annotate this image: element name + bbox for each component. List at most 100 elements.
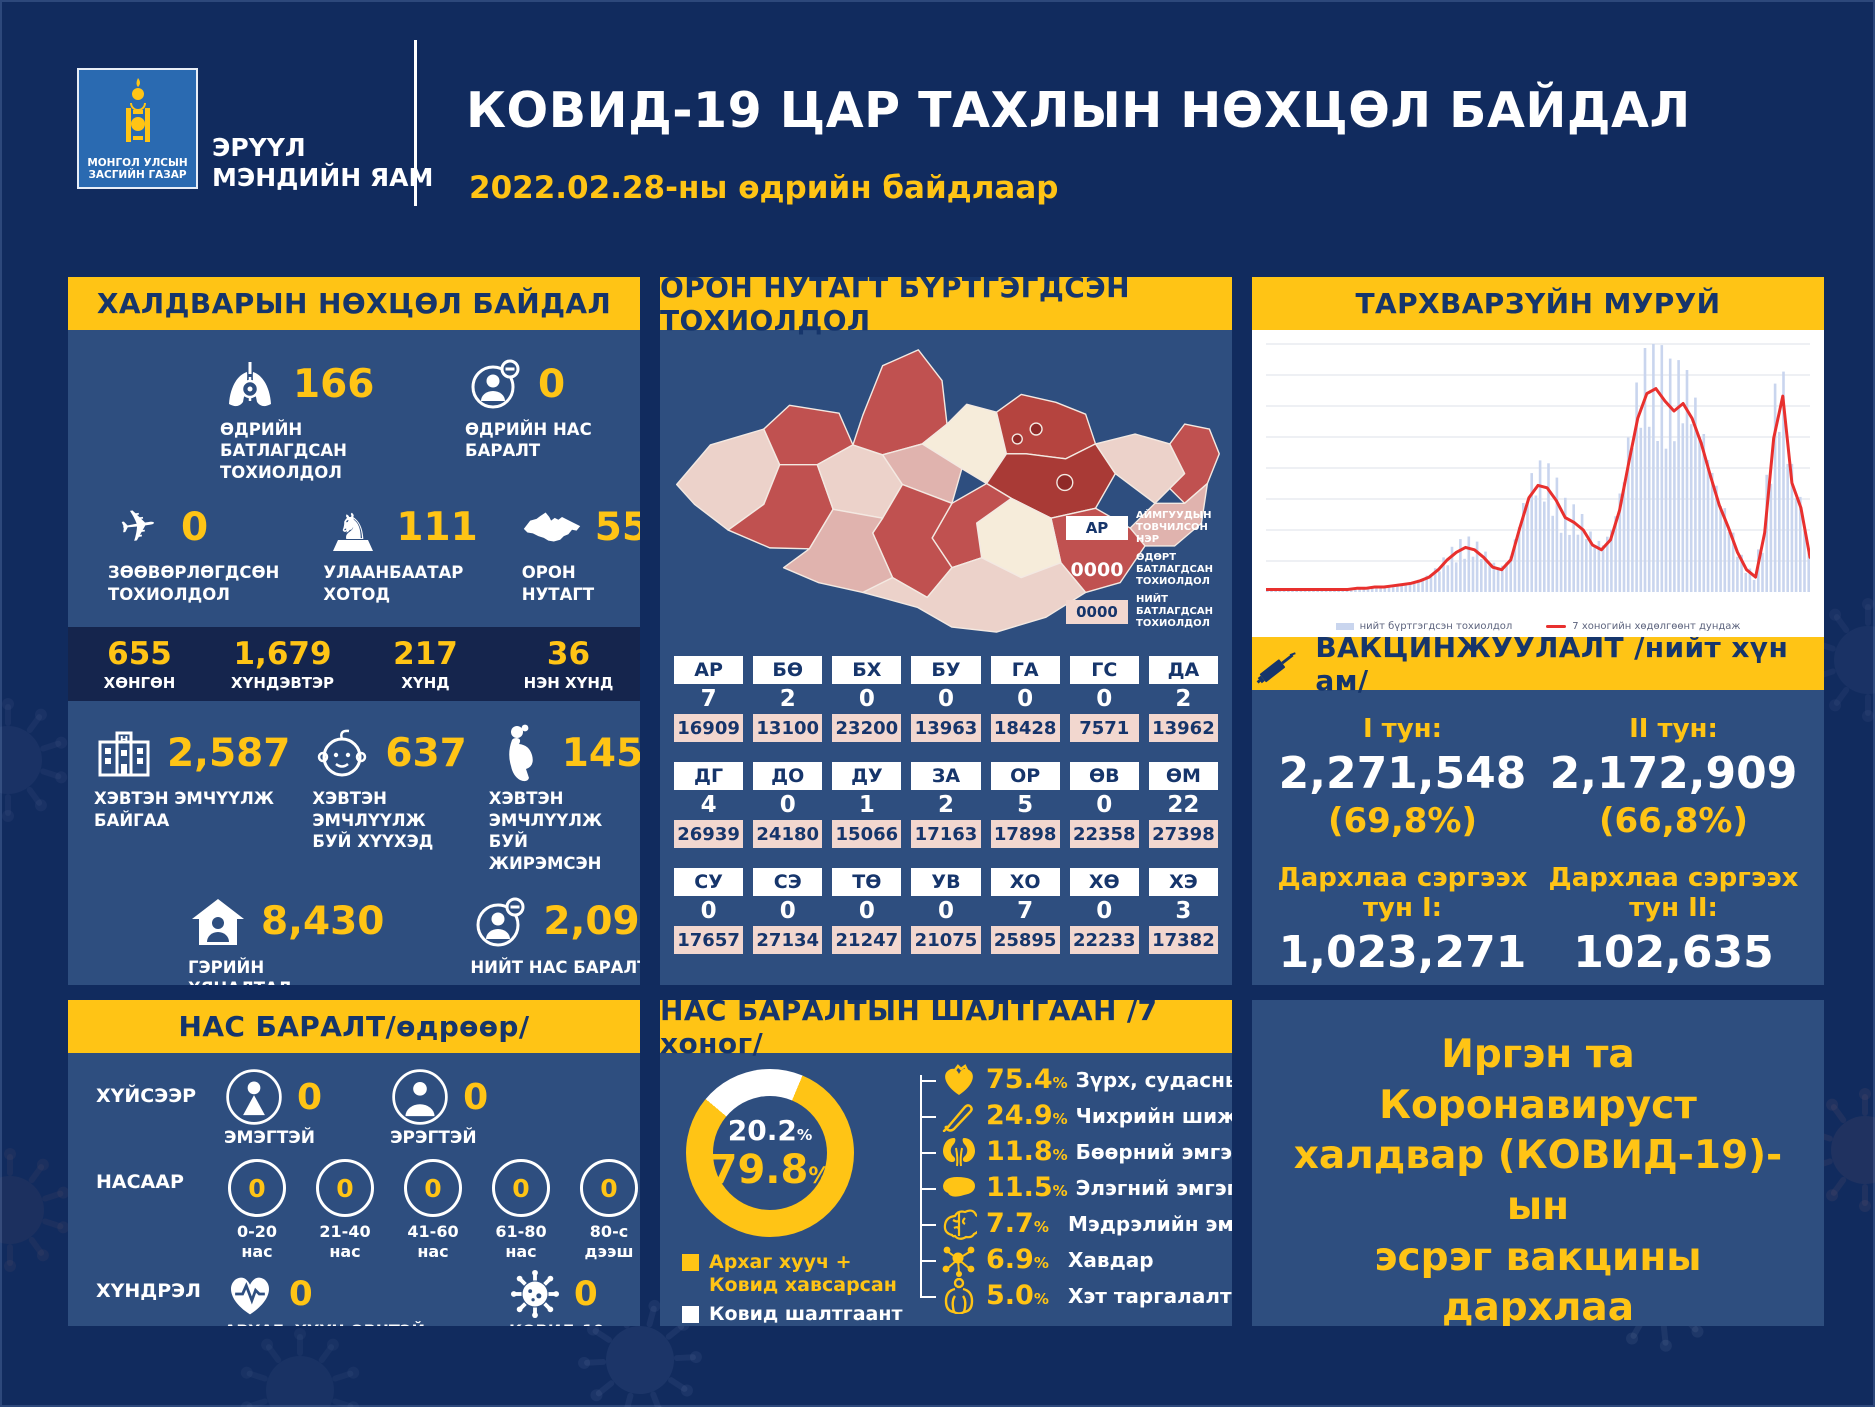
- region-daily-count: 0: [937, 686, 954, 712]
- region-cell: ТӨ 0 21247: [832, 868, 902, 954]
- stat-label: ӨДРИЙН НАС БАРАЛТ: [465, 420, 592, 461]
- map-legend-row: 0000 НИЙТ БАТЛАГДСАН ТОХИОЛДОЛ: [1066, 594, 1224, 630]
- age-label: 21-40 нас: [319, 1222, 371, 1262]
- regions-panel: ОРОН НУТАГТ БҮРТГЭГДСЭН ТОХИОЛДОЛ: [660, 277, 1232, 985]
- severity-item: 1,679 ХҮНДЭВТЭР: [211, 636, 354, 692]
- complication-stat: 0 КОВИД-19: [509, 1270, 604, 1326]
- region-table-row-2: ДГ 4 26939 ДО 0 24180 ДУ 1 15066 ЗА: [660, 762, 1232, 848]
- region-cell: ДО 0 24180: [753, 762, 823, 848]
- dose-label: Дархлаа сэргээх тун II:: [1548, 863, 1799, 923]
- donut-legend: Архаг хууч + Ковид хавсарсан Ковид шалтг…: [682, 1245, 907, 1325]
- region-total-count: 23200: [832, 714, 902, 742]
- region-abbr: ОР: [990, 762, 1060, 790]
- syringe-icon: [1256, 651, 1296, 684]
- logo-caption: МОНГОЛ УЛСЫН ЗАСГИЙН ГАЗАР: [87, 156, 188, 182]
- dose-stat: I тун: 2,271,548 (69,8%): [1272, 714, 1533, 841]
- stat-value: 0: [289, 1274, 313, 1315]
- dose-count: 2,172,909: [1549, 748, 1798, 799]
- cause-row: 7.7% Мэдрэлийн эмгэг: [920, 1206, 1232, 1241]
- legend-total-sample: 0000: [1066, 600, 1128, 624]
- soyombo-emblem-icon: [125, 78, 150, 142]
- stat-item: ♞ 111 УЛААНБААТАР ХОТОД: [323, 499, 477, 605]
- region-total-count: 13963: [911, 714, 981, 742]
- age-value-circle: 0: [316, 1159, 374, 1218]
- region-daily-count: 0: [858, 686, 875, 712]
- region-abbr: ДГ: [674, 762, 744, 790]
- region-total-count: 27134: [753, 926, 823, 954]
- severity-label: НЭН ХҮНД: [523, 674, 614, 693]
- severity-value: 1,679: [233, 636, 332, 673]
- map-legend-row: АР АЙМГУУДЫН ТОВЧИЛСОН НЭР: [1066, 510, 1224, 546]
- severity-label: ХҮНДЭВТЭР: [230, 674, 334, 693]
- infection-row-3: Н 2,587 ХЭВТЭН ЭМЧҮҮЛЖ БАЙГАА 637 ХЭВТЭН…: [94, 724, 640, 874]
- stat-value: 2,587: [167, 730, 291, 776]
- region-cell: ДА 2 13962: [1148, 656, 1218, 742]
- header-divider: [414, 40, 417, 206]
- stat-label: КОВИД-19: [509, 1321, 604, 1326]
- male-icon: [390, 1069, 450, 1125]
- stat-value: 8,430: [261, 899, 385, 945]
- region-daily-count: 0: [1096, 898, 1113, 924]
- brain-icon: [938, 1207, 980, 1241]
- cause-percent: 5.0%: [986, 1280, 1049, 1311]
- region-cell: ЗА 2 17163: [911, 762, 981, 848]
- page-title: КОВИД-19 ЦАР ТАХЛЫН НӨХЦӨЛ БАЙДАЛ: [466, 82, 1691, 139]
- stat-label: ХЭВТЭН ЭМЧЛҮҮЛЖ БУЙ ЖИРЭМСЭН: [488, 789, 603, 873]
- dose-stat: Дархлаа сэргээх тун I: 1,023,271 (31,5%): [1272, 863, 1533, 985]
- region-cell: ОР 5 17898: [990, 762, 1060, 848]
- region-abbr: ГС: [1069, 656, 1139, 684]
- region-abbr: ГА: [990, 656, 1060, 684]
- public-message-panel: Иргэн та Коронавируст халдвар (КОВИД-19)…: [1252, 1000, 1824, 1326]
- region-total-count: 16909: [674, 714, 744, 742]
- cause-percent: 11.8%: [986, 1136, 1068, 1167]
- cause-label: Элэгний эмгэг: [1075, 1175, 1232, 1200]
- region-total-count: 17657: [674, 926, 744, 954]
- map-legend: АР АЙМГУУДЫН ТОВЧИЛСОН НЭР 0000 ӨДӨРТ БА…: [1066, 504, 1224, 630]
- panel-title: ОРОН НУТАГТ БҮРТГЭГДСЭН ТОХИОЛДОЛ: [660, 277, 1232, 337]
- dose-count: 2,271,548: [1278, 748, 1527, 799]
- mongolia-choropleth-map: [675, 349, 1220, 633]
- panel-title: ВАКЦИНЖУУЛАЛТ /нийт хүн ам/: [1315, 637, 1789, 697]
- region-abbr: ӨВ: [1069, 762, 1139, 790]
- region-cell: ХЭ 3 17382: [1148, 868, 1218, 954]
- cause-row: 24.9% Чихрийн шижин: [920, 1098, 1232, 1133]
- region-cell: БХ 0 23200: [832, 656, 902, 742]
- stat-item: 8,430 ГЭРИЙН ХЯНАЛТАД БАЙГАА: [188, 894, 384, 985]
- curve-legend: нийт бүртгэгдсэн тохиолдол 7 хоногийн хө…: [1252, 621, 1824, 632]
- cause-row: 11.8% Бөөрний эмгэг: [920, 1134, 1232, 1169]
- cause-percent: 11.5%: [986, 1172, 1068, 1203]
- region-abbr: БӨ: [753, 656, 823, 684]
- cause-label: Зүрх, судасны өвчин: [1075, 1067, 1232, 1092]
- region-total-count: 22233: [1069, 926, 1139, 954]
- region-total-count: 26939: [674, 820, 744, 848]
- region-abbr: УВ: [911, 868, 981, 896]
- cause-percent: 6.9%: [986, 1244, 1049, 1275]
- covid-share-value: 20.2%: [727, 1113, 813, 1147]
- region-abbr: ЗА: [911, 762, 981, 790]
- row-label: ХҮНДРЭЛ: [96, 1280, 201, 1303]
- statue-icon: ♞: [323, 499, 383, 555]
- deaths-by-complication-row: ХҮНДРЭЛ 0 АРХАГ, ХУУЧ ӨВЧТЭЙ + КОВИД ХАВ…: [68, 1270, 640, 1326]
- severity-item: 36 НЭН ХҮНД: [497, 636, 640, 692]
- person-death-icon: [470, 894, 530, 950]
- age-label: 41-60 нас: [407, 1222, 459, 1262]
- mongolia-map-icon: [522, 499, 582, 555]
- severity-value: 36: [546, 636, 591, 673]
- legend-item: Архаг хууч + Ковид хавсарсан: [682, 1251, 907, 1297]
- complication-stat: 0 АРХАГ, ХУУЧ ӨВЧТЭЙ + КОВИД ХАВСАРСАН: [224, 1270, 439, 1326]
- legend-abbr-sample: АР: [1066, 516, 1128, 540]
- heart-pulse-icon: [224, 1270, 276, 1318]
- region-total-count: 18428: [990, 714, 1060, 742]
- dose-label: I тун:: [1362, 714, 1443, 744]
- stat-label: ЭРЭГТЭЙ: [390, 1128, 477, 1148]
- dose-label: Дархлаа сэргээх тун I:: [1277, 863, 1528, 923]
- obesity-icon: [938, 1277, 980, 1314]
- kidney-icon: [938, 1135, 980, 1169]
- stat-value: 0: [463, 1076, 489, 1118]
- region-daily-count: 3: [1175, 898, 1192, 924]
- vaccination-grid: I тун: 2,271,548 (69,8%) II тун: 2,172,9…: [1252, 690, 1824, 985]
- region-daily-count: 22: [1167, 792, 1200, 818]
- age-group: 0 0-20 нас: [224, 1159, 290, 1262]
- severity-strip: 655 ХӨНГӨН 1,679 ХҮНДЭВТЭР 217 ХҮНД 36 Н…: [68, 627, 640, 702]
- region-total-count: 25895: [990, 926, 1060, 954]
